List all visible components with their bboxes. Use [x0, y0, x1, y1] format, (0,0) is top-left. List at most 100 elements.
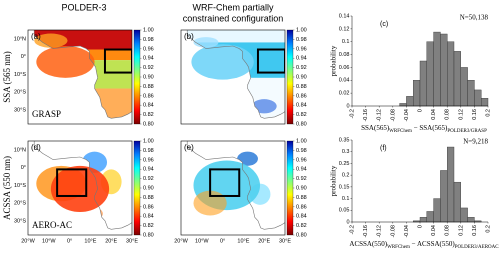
bar — [440, 33, 448, 107]
colorbar-tick-label: 0.82 — [143, 112, 154, 118]
lon-label: 20°E — [105, 238, 117, 244]
label-box — [29, 108, 69, 122]
lat-label: 0° — [21, 165, 26, 171]
coastline — [186, 30, 285, 119]
colorbar-tick-label: 0.86 — [143, 93, 154, 99]
x-axis-label: SSA(565)WRFChem − SSA(565)POLDER3/GRASP — [361, 124, 487, 134]
bar — [426, 211, 434, 223]
annotation: N=50,138 — [460, 14, 489, 22]
map-field — [36, 45, 95, 78]
map-field — [193, 37, 219, 48]
colorbar-tick-label: 0.88 — [143, 195, 154, 201]
colorbar-tick-label: 0.88 — [296, 195, 307, 201]
y-tick-label: 0.15 — [339, 184, 350, 190]
colorbar-tick-label: 0.84 — [296, 214, 307, 220]
map-frame — [27, 29, 133, 125]
y-tick-label: 0.08 — [339, 52, 350, 58]
colorbar-tick-label: 0.90 — [296, 74, 307, 80]
x-tick-label: -0.04 — [404, 109, 410, 122]
colorbar-tick-label: 0.90 — [143, 185, 154, 191]
x-tick-label: 0.2 — [485, 225, 491, 233]
colorbar-tick-label: 0.96 — [296, 46, 307, 52]
colorbar-tick-label: 0.84 — [296, 103, 307, 109]
bar — [481, 98, 489, 107]
colorbar-tick-label: 0.88 — [296, 84, 307, 90]
colorbar-tick-label: 0.96 — [296, 157, 307, 163]
bar — [467, 80, 475, 107]
colorbar-tick-label: 0.86 — [296, 204, 307, 210]
y-tick-label: 0.25 — [339, 161, 350, 167]
colorbar-tick-label: 0.92 — [143, 65, 154, 71]
column-title: WRF-Chem partially — [192, 2, 274, 12]
lat-label: 10°S — [14, 183, 26, 189]
lon-label: 10°E — [237, 238, 249, 244]
y-tick-label: 0.04 — [339, 78, 350, 84]
panel-label: (f) — [380, 145, 387, 152]
bar — [460, 207, 468, 223]
lat-label: 10°N — [14, 147, 26, 153]
colorbar-tick-label: 0.80 — [296, 121, 307, 127]
colorbar-tick-label: 0.98 — [143, 148, 154, 154]
y-tick-label: 0.06 — [339, 65, 350, 71]
x-tick-label: 0.12 — [458, 225, 464, 236]
colorbar-tick-label: 0.90 — [296, 185, 307, 191]
map-panel: (b) 0.80 0.82 0.84 0.86 0.88 0.90 0.92 0.94 0.96 0… — [180, 27, 307, 127]
x-axis-label-part: − ACSSA(550) — [410, 240, 455, 248]
x-tick-label: 0 — [417, 109, 423, 112]
panel-label: (d) — [31, 143, 41, 152]
map-panel: (d) AERO-AC 0.80 0.82 0.84 0.86 0.88 0.90 0.92 0.… — [14, 138, 154, 244]
map-field — [50, 165, 110, 212]
y-tick-label: 0.05 — [339, 208, 350, 214]
lat-label: 30°S — [14, 107, 26, 113]
map-panel: (a) GRASP 0.80 0.82 0.84 0.86 0.88 0.90 0.92 0.94… — [14, 27, 154, 127]
region-box — [56, 168, 88, 197]
colorbar-tick-label: 0.96 — [143, 46, 154, 52]
map-area — [181, 30, 285, 124]
x-tick-label: -0.16 — [363, 225, 369, 238]
x-tick-label: 0.16 — [472, 109, 478, 120]
column-title: constrained configuration — [183, 13, 284, 23]
bar — [447, 41, 455, 107]
region-box — [256, 48, 285, 74]
map-field — [191, 44, 254, 80]
lat-label: 0° — [21, 54, 26, 60]
lat-label: 20°S — [14, 201, 26, 207]
colorbar-tick-label: 0.94 — [143, 167, 154, 173]
y-tick-label: 0.1 — [342, 39, 350, 45]
map-label: GRASP — [32, 109, 61, 119]
row-label: SSA (565 nm) — [2, 51, 12, 103]
colorbar — [286, 29, 294, 125]
colorbar-tick-label: 0.80 — [143, 121, 154, 127]
x-tick-label: -0.2 — [349, 109, 355, 118]
bar — [460, 67, 468, 107]
x-tick-label: 0.2 — [485, 109, 491, 117]
colorbar-tick-label: 0.96 — [143, 157, 154, 163]
colorbar — [286, 140, 294, 236]
x-axis-label-part: ACSSA(550) — [349, 240, 387, 248]
x-tick-label: -0.12 — [377, 225, 383, 238]
lon-label: 10°E — [84, 238, 96, 244]
bar — [453, 51, 462, 107]
y-tick-label: 0.14 — [339, 13, 350, 19]
colorbar-tick-label: 0.86 — [143, 204, 154, 210]
lat-label: 20°S — [14, 90, 26, 96]
colorbar-tick-label: 0.82 — [143, 223, 154, 229]
colorbar-tick-label: 0.94 — [296, 56, 307, 62]
colorbar-tick-label: 0.92 — [296, 65, 307, 71]
y-tick-label: 0.1 — [342, 196, 350, 202]
lon-label: 0° — [67, 238, 72, 244]
colorbar-tick-label: 0.80 — [143, 232, 154, 238]
x-tick-label: 0 — [417, 225, 423, 228]
x-tick-label: -0.08 — [390, 109, 396, 122]
map-frame — [180, 29, 286, 125]
y-tick-label: 0.12 — [339, 26, 350, 32]
map-label: AERO-AC — [32, 220, 72, 230]
y-tick-label: 0.35 — [339, 137, 350, 143]
panel-label: (a) — [31, 32, 41, 41]
colorbar-tick-label: 0.88 — [143, 84, 154, 90]
colorbar-tick-label: 1.00 — [143, 27, 154, 33]
bar — [413, 80, 421, 107]
map-area — [28, 30, 132, 124]
y-axis-label: probability — [330, 45, 338, 76]
